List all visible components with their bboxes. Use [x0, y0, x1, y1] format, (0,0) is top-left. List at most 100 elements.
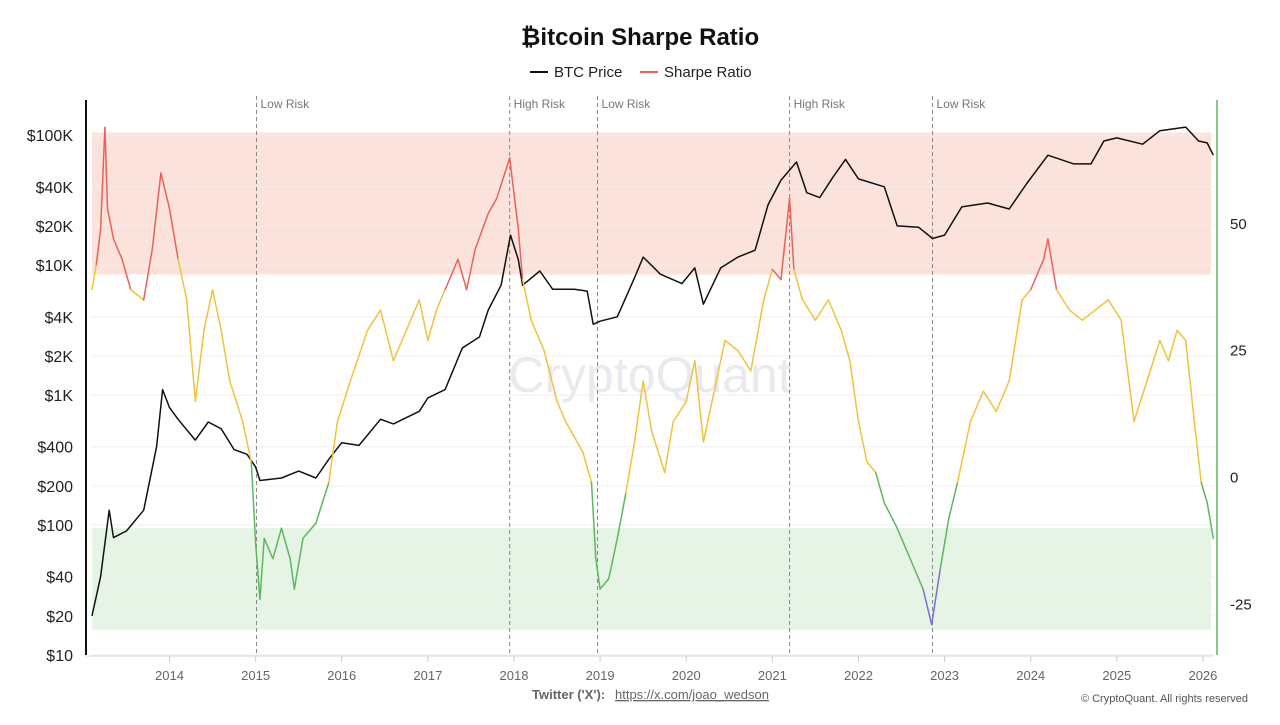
- low-risk-zone: [92, 528, 1211, 630]
- sharpe-ratio-segment: [250, 461, 257, 545]
- twitter-link[interactable]: https://x.com/joao_wedson: [615, 687, 769, 702]
- sharpe-ratio-segment: [883, 502, 898, 529]
- sharpe-ratio-segment: [625, 441, 636, 494]
- sharpe-ratio-segment: [1008, 299, 1023, 382]
- sharpe-ratio-segment: [1193, 420, 1202, 484]
- sharpe-ratio-segment: [487, 197, 498, 215]
- sharpe-ratio-segment: [435, 288, 446, 311]
- sharpe-ratio-segment: [909, 557, 924, 590]
- x-tick-label: 2017: [413, 668, 442, 683]
- sharpe-ratio-segment: [922, 588, 933, 626]
- sharpe-ratio-segment: [737, 349, 752, 372]
- sharpe-ratio-segment: [203, 288, 214, 332]
- sharpe-ratio-segment: [1176, 329, 1187, 342]
- left-tick-label: $2K: [45, 349, 74, 366]
- sharpe-ratio-segment: [599, 578, 610, 590]
- sharpe-ratio-segment: [1159, 339, 1170, 362]
- btc-price-line: [91, 126, 1214, 617]
- x-tick-label: 2019: [586, 668, 615, 683]
- sharpe-ratio-segment: [315, 481, 330, 524]
- right-tick-label: 50: [1230, 216, 1247, 233]
- sharpe-ratio-segment: [590, 481, 597, 560]
- left-tick-label: $100: [37, 518, 73, 535]
- sharpe-ratio-segment: [496, 157, 511, 200]
- sharpe-ratio-segment: [151, 172, 162, 250]
- sharpe-ratio-segment: [685, 360, 696, 403]
- sharpe-ratio-segment: [508, 157, 520, 230]
- x-tick-label: 2014: [155, 668, 184, 683]
- sharpe-ratio-segment: [1206, 502, 1215, 540]
- legend: BTC Price Sharpe Ratio: [530, 64, 752, 81]
- sharpe-ratio-segment: [106, 207, 115, 240]
- x-tick-label: 2025: [1102, 668, 1131, 683]
- sharpe-ratio-segment: [336, 380, 352, 423]
- sharpe-ratio-segment: [130, 288, 145, 301]
- x-tick-label: 2018: [500, 668, 529, 683]
- sharpe-ratio-segment: [642, 380, 653, 433]
- sharpe-ratio-segment: [99, 126, 106, 230]
- sharpe-ratio-segment: [663, 420, 675, 474]
- legend-label-btc-price[interactable]: BTC Price: [554, 64, 622, 81]
- x-tick-label: 2021: [758, 668, 787, 683]
- sharpe-ratio-segment: [801, 299, 817, 321]
- sharpe-ratio-segment: [702, 380, 718, 443]
- sharpe-ratio-segment: [874, 471, 886, 504]
- sharpe-ratio-segment: [762, 268, 774, 301]
- annotation-label: High Risk: [794, 97, 846, 111]
- sharpe-ratio-segment: [814, 299, 830, 321]
- sharpe-ratio-segment: [530, 319, 545, 352]
- sharpe-ratio-segment: [95, 228, 102, 266]
- sharpe-ratio-segment: [840, 329, 851, 362]
- sharpe-ratio-segment: [827, 299, 842, 332]
- annotation-label: Low Risk: [602, 97, 652, 111]
- x-tick-label: 2024: [1016, 668, 1045, 683]
- high-risk-zone: [92, 132, 1211, 275]
- left-tick-label: $100K: [27, 128, 74, 145]
- sharpe-ratio-segment: [930, 568, 942, 626]
- sharpe-ratio-segment: [896, 527, 911, 560]
- sharpe-ratio-segment: [1146, 339, 1161, 382]
- sharpe-ratio-segment: [1200, 481, 1208, 504]
- sharpe-ratio-segment: [302, 522, 317, 540]
- sharpe-ratio-segment: [1029, 258, 1045, 291]
- sharpe-ratio-segment: [1133, 380, 1148, 423]
- sharpe-ratio-segment: [582, 451, 593, 484]
- sharpe-ratio-segment: [595, 557, 601, 590]
- sharpe-ratio-segment: [1184, 339, 1196, 423]
- sharpe-ratio-segment: [633, 380, 644, 443]
- sharpe-ratio-segment: [177, 258, 188, 301]
- sharpe-ratio-segment: [405, 299, 421, 332]
- sharpe-ratio-segment: [349, 329, 369, 382]
- copyright: © CryptoQuant. All rights reserved: [1081, 693, 1248, 705]
- left-tick-label: $40K: [36, 180, 74, 197]
- sharpe-ratio-segment: [263, 537, 274, 560]
- right-tick-label: -25: [1230, 596, 1252, 613]
- sharpe-ratio-segment: [607, 537, 619, 580]
- sharpe-ratio-segment: [1107, 299, 1122, 321]
- x-tick-label: 2022: [844, 668, 873, 683]
- sharpe-ratio-segment: [91, 263, 98, 291]
- legend-label-sharpe-ratio[interactable]: Sharpe Ratio: [664, 64, 752, 81]
- sharpe-ratio-segment: [280, 527, 291, 560]
- sharpe-ratio-segment: [1047, 238, 1058, 291]
- twitter-label: Twitter ('X'):: [532, 687, 605, 702]
- sharpe-ratio-segment: [194, 329, 205, 403]
- x-tick-label: 2023: [930, 668, 959, 683]
- sharpe-ratio-segment: [444, 258, 459, 291]
- left-tick-label: $10: [46, 648, 73, 665]
- sharpe-ratio-segment: [160, 172, 171, 210]
- sharpe-ratio-segment: [121, 258, 132, 291]
- sharpe-ratio-segment: [849, 360, 860, 423]
- sharpe-ratio-segment: [694, 360, 705, 443]
- annotation-label: High Risk: [514, 97, 566, 111]
- sharpe-ratio-segment: [220, 329, 231, 382]
- sharpe-ratio-segment: [241, 420, 253, 463]
- annotation-label: Low Risk: [260, 97, 310, 111]
- sharpe-ratio-segment: [379, 309, 395, 362]
- sharpe-ratio-segment: [771, 268, 782, 281]
- sharpe-ratio-segment: [543, 349, 558, 403]
- sharpe-ratio-segment: [427, 309, 438, 342]
- left-tick-label: $10K: [36, 258, 74, 275]
- left-tick-label: $1K: [45, 388, 74, 405]
- left-tick-label: $40: [46, 570, 73, 587]
